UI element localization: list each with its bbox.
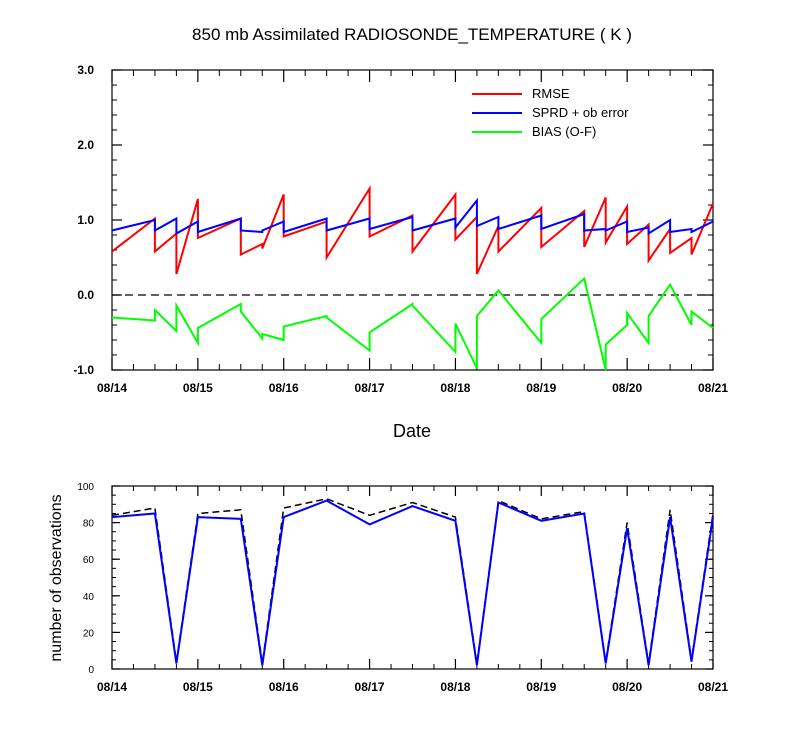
x-axis-label: Date [393, 421, 431, 441]
y-tick-label: 80 [83, 519, 95, 530]
series-line-possible-observations [111, 498, 714, 664]
y-tick-label: 60 [83, 555, 95, 566]
y-tick-label: 0 [88, 665, 94, 676]
x-tick-label: 08/16 [269, 680, 299, 694]
y-tick-label: 2.0 [77, 138, 94, 152]
series-line-assimilated-observations [111, 499, 714, 666]
bottom-panel-axes: 08/14 08/15 08/16 08/17 08/18 08/19 08/20 08/21… [77, 482, 728, 694]
x-tick-label: 08/15 [183, 381, 213, 395]
legend-label: BIAS (O-F) [532, 124, 596, 139]
x-tick-label: 08/15 [183, 680, 213, 694]
y-tick-label: 20 [83, 628, 95, 639]
x-tick-label: 08/16 [269, 381, 299, 395]
x-tick-label: 08/14 [97, 680, 127, 694]
top-panel-axes: 08/14 08/15 08/16 08/17 08/18 08/19 08/20 08/21… [73, 63, 728, 395]
top-panel: 850 mb Assimilated RADIOSONDE_TEMPERATUR… [73, 25, 728, 441]
x-tick-label: 08/17 [355, 680, 385, 694]
y-tick-label: -1.0 [73, 363, 94, 377]
series-line-bias-o-f [111, 276, 714, 371]
x-tick-label: 08/18 [440, 381, 470, 395]
x-tick-label: 08/20 [612, 680, 642, 694]
series-line-rmse [111, 185, 714, 275]
series-line-sprd-ob-error [111, 197, 714, 236]
y-tick-label: 40 [83, 592, 95, 603]
bottom-panel: 08/14 08/15 08/16 08/17 08/18 08/19 08/20 08/21… [48, 482, 728, 694]
x-tick-label: 08/17 [355, 381, 385, 395]
x-tick-label: 08/19 [526, 680, 556, 694]
x-tick-label: 08/18 [440, 680, 470, 694]
x-tick-label: 08/19 [526, 381, 556, 395]
x-tick-label: 08/21 [698, 381, 728, 395]
y-tick-label: 3.0 [77, 63, 94, 77]
y-tick-label: 1.0 [77, 213, 94, 227]
x-tick-label: 08/20 [612, 381, 642, 395]
y-tick-label: 100 [77, 482, 94, 493]
x-tick-label: 08/21 [698, 680, 728, 694]
chart-title: 850 mb Assimilated RADIOSONDE_TEMPERATUR… [192, 25, 632, 44]
bottom-panel-series [111, 498, 714, 666]
legend: RMSE SPRD + ob error BIAS (O-F) [472, 86, 629, 139]
x-tick-label: 08/14 [97, 381, 127, 395]
legend-label: RMSE [532, 86, 570, 101]
top-panel-series [111, 185, 714, 371]
y-axis-label: number of observations [48, 494, 65, 661]
y-tick-label: 0.0 [77, 288, 94, 302]
legend-label: SPRD + ob error [532, 105, 629, 120]
